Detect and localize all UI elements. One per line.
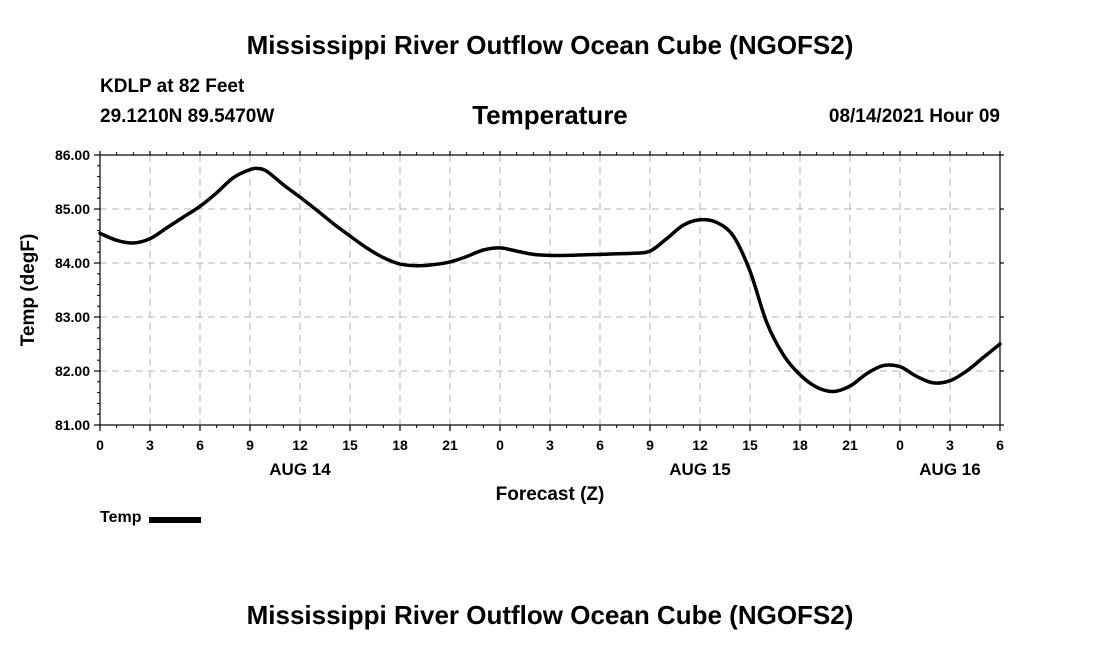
x-tick-label: 3 — [546, 437, 554, 453]
axis-ticks — [94, 151, 1004, 431]
legend: Temp — [100, 509, 202, 527]
x-tick-label: 18 — [392, 437, 408, 453]
x-tick-label: 12 — [692, 437, 708, 453]
y-tick-label: 81.00 — [55, 417, 90, 433]
grid — [100, 155, 1000, 425]
x-tick-label: 15 — [342, 437, 358, 453]
y-tick-label: 83.00 — [55, 309, 90, 325]
variable-title: Temperature — [472, 100, 628, 130]
legend-label: Temp — [100, 509, 142, 526]
x-tick-label: 18 — [792, 437, 808, 453]
x-tick-label: 3 — [146, 437, 154, 453]
tick-labels: 0 3 6 9 12 15 18 21 0 3 6 9 12 15 18 21 0 3 6 81.00 82.00 83.… — [55, 147, 1004, 479]
date-label: AUG 16 — [919, 460, 980, 479]
temp-series-line — [98, 166, 1002, 394]
date-label: AUG 14 — [269, 460, 331, 479]
page-title: Mississippi River Outflow Ocean Cube (NG… — [246, 30, 854, 60]
x-tick-label: 0 — [96, 437, 104, 453]
y-tick-label: 86.00 — [55, 147, 90, 163]
x-tick-label: 15 — [742, 437, 758, 453]
y-tick-label: 84.00 — [55, 255, 90, 271]
y-axis-label: Temp (degF) — [18, 234, 39, 347]
x-tick-label: 0 — [896, 437, 904, 453]
y-tick-label: 82.00 — [55, 363, 90, 379]
x-tick-label: 9 — [246, 437, 254, 453]
coordinates-label: 29.1210N 89.5470W — [100, 106, 275, 127]
x-tick-label: 12 — [292, 437, 308, 453]
x-tick-label: 0 — [496, 437, 504, 453]
datetime-label: 08/14/2021 Hour 09 — [828, 106, 1000, 127]
x-tick-label: 6 — [596, 437, 604, 453]
x-tick-label: 3 — [946, 437, 954, 453]
x-tick-label: 21 — [842, 437, 858, 453]
x-tick-label: 6 — [996, 437, 1004, 453]
station-label: KDLP at 82 Feet — [100, 76, 245, 97]
y-tick-label: 85.00 — [55, 201, 90, 217]
x-tick-label: 21 — [442, 437, 458, 453]
plot-frame — [99, 154, 1001, 426]
footer-title: Mississippi River Outflow Ocean Cube (NG… — [246, 600, 854, 630]
x-tick-label: 9 — [646, 437, 654, 453]
x-tick-label: 6 — [196, 437, 204, 453]
x-axis-label: Forecast (Z) — [496, 484, 605, 505]
legend-line-swatch — [149, 516, 202, 523]
date-label: AUG 15 — [669, 460, 730, 479]
